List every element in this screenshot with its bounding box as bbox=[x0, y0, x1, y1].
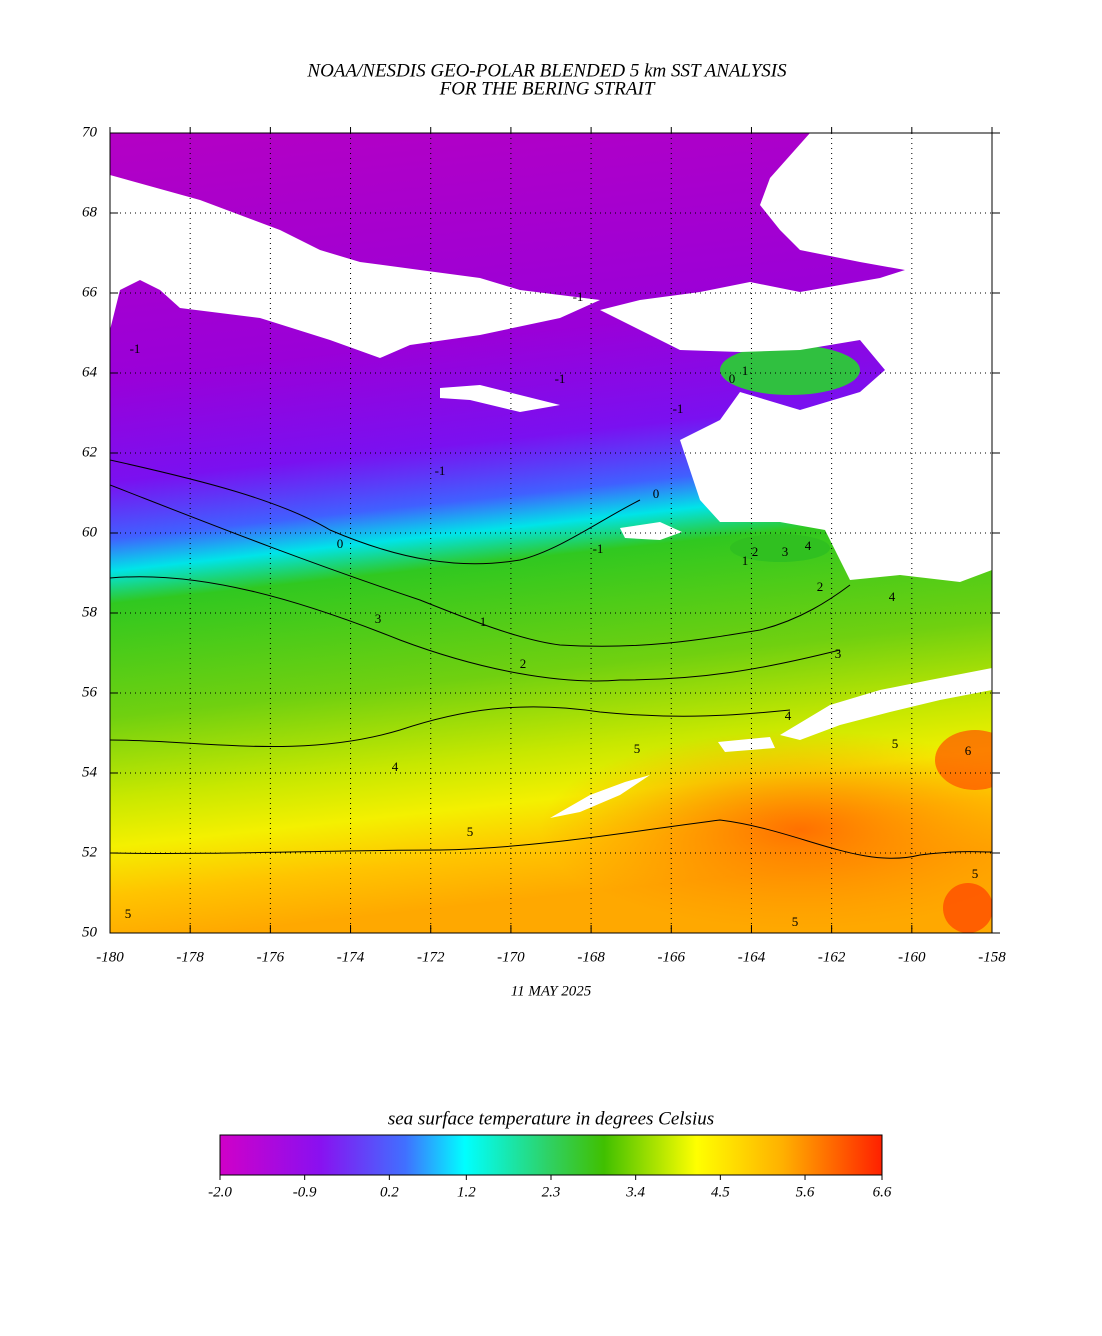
x-tick-label: -170 bbox=[497, 949, 525, 965]
contour-label: 4 bbox=[805, 538, 812, 553]
x-tick-label: -160 bbox=[898, 949, 926, 965]
contour-label: 3 bbox=[835, 646, 842, 661]
y-tick-label: 70 bbox=[82, 124, 98, 140]
contour-label: 4 bbox=[889, 589, 896, 604]
y-tick-label: 50 bbox=[82, 924, 98, 940]
contour-label: 2 bbox=[752, 544, 759, 559]
colorbar-tick-label: 6.6 bbox=[873, 1184, 892, 1200]
bristol-bay bbox=[730, 534, 830, 562]
x-tick-label: -162 bbox=[818, 949, 846, 965]
isotherm bbox=[110, 576, 841, 682]
colorbar-title: sea surface temperature in degrees Celsi… bbox=[388, 1108, 714, 1129]
isotherm bbox=[110, 459, 641, 565]
contour-label: 5 bbox=[792, 914, 799, 929]
contour-label: 2 bbox=[817, 579, 824, 594]
st-lawrence-island bbox=[440, 385, 560, 412]
x-tick-label: -176 bbox=[257, 949, 285, 965]
colorbar-tick-label: -0.9 bbox=[293, 1184, 317, 1200]
warm-spot bbox=[935, 730, 992, 790]
contour-label: -1 bbox=[555, 371, 566, 386]
y-tick-label: 62 bbox=[82, 444, 98, 460]
warm-region bbox=[540, 730, 992, 930]
contour-label: 5 bbox=[972, 866, 979, 881]
contour-label: 1 bbox=[742, 553, 749, 568]
y-tick-label: 60 bbox=[82, 524, 98, 540]
y-tick-label: 66 bbox=[82, 284, 98, 300]
colorbar-tick-label: 5.6 bbox=[796, 1184, 815, 1200]
colorbar-tick-label: 3.4 bbox=[625, 1184, 645, 1200]
contour-label: 0 bbox=[337, 536, 344, 551]
contour-label: 4 bbox=[785, 708, 792, 723]
map-date: 11 MAY 2025 bbox=[511, 983, 592, 999]
x-tick-label: -164 bbox=[738, 949, 766, 965]
y-tick-label: 54 bbox=[82, 764, 98, 780]
isotherm bbox=[110, 706, 791, 748]
norton-sound bbox=[720, 345, 860, 395]
contour-label: 5 bbox=[467, 824, 474, 839]
x-tick-label: -166 bbox=[658, 949, 686, 965]
y-tick-label: 58 bbox=[82, 604, 98, 620]
colorbar-tick-label: -2.0 bbox=[208, 1184, 232, 1200]
contour-label: 2 bbox=[520, 656, 527, 671]
x-tick-label: -172 bbox=[417, 949, 445, 965]
x-tick-label: -158 bbox=[978, 949, 1006, 965]
contour-label: 4 bbox=[392, 759, 399, 774]
x-tick-label: -168 bbox=[577, 949, 605, 965]
x-tick-label: -180 bbox=[96, 949, 124, 965]
isotherm bbox=[110, 484, 851, 647]
contour-label: 5 bbox=[634, 741, 641, 756]
contour-label: 0 bbox=[653, 486, 660, 501]
contour-label: 0 bbox=[729, 371, 736, 386]
contour-label: 1 bbox=[742, 363, 749, 378]
alaska-peninsula bbox=[780, 668, 992, 740]
colorbar-tick-label: 4.5 bbox=[711, 1184, 730, 1200]
contour-label: -1 bbox=[593, 541, 604, 556]
y-tick-label: 52 bbox=[82, 844, 98, 860]
aleutian-islands bbox=[550, 775, 650, 818]
contour-label: 6 bbox=[965, 743, 972, 758]
colorbar-tick-label: 0.2 bbox=[380, 1184, 399, 1200]
land-alaska bbox=[600, 133, 992, 582]
x-tick-label: -174 bbox=[337, 949, 365, 965]
contour-label: -1 bbox=[435, 463, 446, 478]
title-line: NOAA/NESDIS GEO-POLAR BLENDED 5 km SST A… bbox=[306, 60, 787, 81]
contour-label: 1 bbox=[480, 614, 487, 629]
warm-spot bbox=[943, 883, 992, 933]
island bbox=[718, 737, 775, 752]
y-tick-label: 64 bbox=[82, 364, 98, 380]
colorbar-tick-label: 2.3 bbox=[542, 1184, 561, 1200]
x-tick-label: -178 bbox=[176, 949, 204, 965]
contour-label: -1 bbox=[573, 289, 584, 304]
contour-label: -1 bbox=[130, 341, 141, 356]
contour-label: 5 bbox=[892, 736, 899, 751]
contour-label: 5 bbox=[125, 906, 132, 921]
isotherm bbox=[110, 819, 992, 859]
y-tick-label: 68 bbox=[82, 204, 98, 220]
title-line: FOR THE BERING STRAIT bbox=[439, 78, 656, 99]
contour-label: -1 bbox=[673, 401, 684, 416]
contour-label: 3 bbox=[375, 611, 382, 626]
y-tick-label: 56 bbox=[82, 684, 98, 700]
land-chukotka bbox=[110, 175, 600, 358]
contour-label: 3 bbox=[782, 544, 789, 559]
colorbar-tick-label: 1.2 bbox=[457, 1184, 476, 1200]
colorbar bbox=[219, 1134, 883, 1176]
nunivak-island bbox=[620, 522, 682, 540]
